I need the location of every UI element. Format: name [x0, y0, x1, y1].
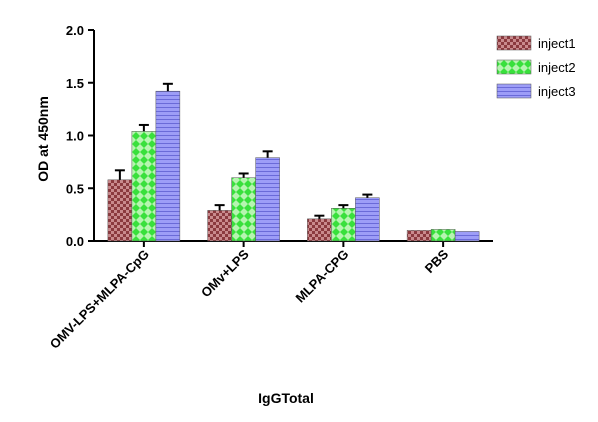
- bars: [107, 82, 480, 242]
- x-tick-label: OMV-LPS+MLPA-CpG: [47, 247, 152, 352]
- legend-label: inject1: [538, 36, 576, 51]
- y-tick-label: 0.5: [66, 181, 84, 196]
- x-tick-label: MLPA-CPG: [293, 247, 352, 306]
- bar: [155, 90, 181, 242]
- bar: [131, 131, 157, 242]
- bar: [355, 197, 380, 242]
- x-tick-label: PBS: [422, 246, 452, 276]
- bar: [331, 208, 356, 242]
- legend-swatch: [496, 59, 532, 75]
- legend-label: inject2: [538, 60, 576, 75]
- y-tick-label: 1.5: [66, 76, 84, 91]
- bar: [406, 230, 432, 242]
- bar: [255, 157, 280, 242]
- legend: inject1 inject2 inject3: [496, 35, 576, 99]
- bar: [107, 179, 133, 242]
- y-tick-label: 0.0: [66, 234, 84, 249]
- y-axis-title: OD at 450nm: [35, 96, 51, 182]
- legend-label: inject3: [538, 84, 576, 99]
- legend-swatch: [496, 83, 532, 99]
- x-axis-title: IgGTotal: [258, 390, 314, 406]
- legend-swatch: [496, 35, 532, 51]
- y-tick-label: 1.0: [66, 129, 84, 144]
- bar: [231, 177, 256, 242]
- bar: [430, 229, 456, 242]
- bar: [307, 218, 332, 242]
- bar: [454, 231, 480, 242]
- x-tick-label: OMv+LPS: [198, 246, 252, 300]
- y-tick-label: 2.0: [66, 23, 84, 38]
- bar: [207, 210, 232, 242]
